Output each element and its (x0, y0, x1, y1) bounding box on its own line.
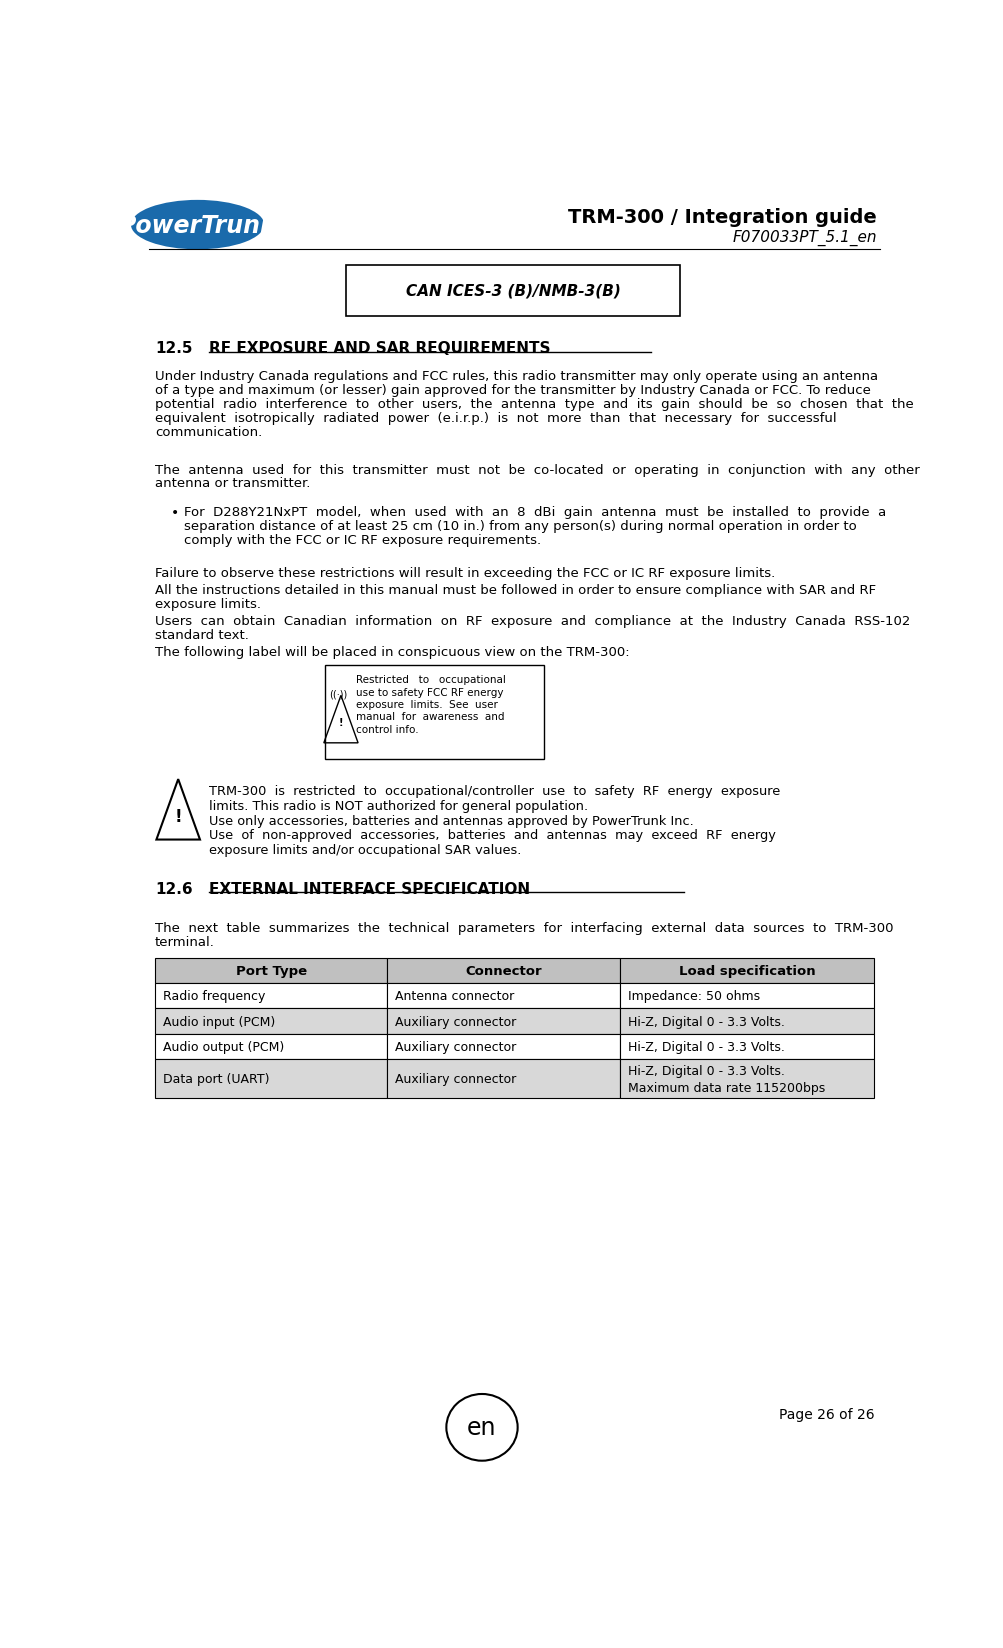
Text: For  D288Y21NxPT  model,  when  used  with  an  8  dBi  gain  antenna  must  be : For D288Y21NxPT model, when used with an… (184, 506, 885, 519)
Text: Use  of  non-approved  accessories,  batteries  and  antennas  may  exceed  RF  : Use of non-approved accessories, batteri… (209, 829, 775, 842)
Text: Antenna connector: Antenna connector (395, 990, 514, 1002)
FancyBboxPatch shape (387, 1009, 619, 1035)
FancyBboxPatch shape (346, 265, 679, 316)
FancyBboxPatch shape (619, 957, 874, 984)
Text: equivalent  isotropically  radiated  power  (e.i.r.p.)  is  not  more  than  tha: equivalent isotropically radiated power … (154, 412, 835, 425)
Text: exposure limits and/or occupational SAR values.: exposure limits and/or occupational SAR … (209, 844, 521, 857)
Text: communication.: communication. (154, 425, 262, 438)
FancyBboxPatch shape (387, 957, 619, 984)
Text: Hi-Z, Digital 0 - 3.3 Volts.
Maximum data rate 115200bps: Hi-Z, Digital 0 - 3.3 Volts. Maximum dat… (627, 1065, 824, 1094)
Text: Restricted   to   occupational: Restricted to occupational (356, 676, 506, 686)
Text: All the instructions detailed in this manual must be followed in order to ensure: All the instructions detailed in this ma… (154, 583, 876, 597)
FancyBboxPatch shape (387, 984, 619, 1009)
Text: Impedance: 50 ohms: Impedance: 50 ohms (627, 990, 759, 1002)
FancyBboxPatch shape (619, 1060, 874, 1098)
Text: standard text.: standard text. (154, 628, 249, 641)
Text: use to safety FCC RF energy: use to safety FCC RF energy (356, 687, 504, 697)
Text: en: en (466, 1416, 496, 1439)
Text: exposure  limits.  See  user: exposure limits. See user (356, 699, 497, 710)
Text: !: ! (338, 717, 343, 727)
Ellipse shape (130, 201, 264, 250)
FancyBboxPatch shape (619, 1009, 874, 1035)
Text: control info.: control info. (356, 723, 418, 733)
FancyBboxPatch shape (619, 984, 874, 1009)
Text: Use only accessories, batteries and antennas approved by PowerTrunk Inc.: Use only accessories, batteries and ante… (209, 814, 693, 827)
Text: •: • (171, 506, 179, 519)
FancyBboxPatch shape (154, 1060, 387, 1098)
Text: The following label will be placed in conspicuous view on the TRM-300:: The following label will be placed in co… (154, 646, 629, 659)
FancyBboxPatch shape (619, 1035, 874, 1060)
Text: antenna or transmitter.: antenna or transmitter. (154, 478, 310, 489)
Text: Users  can  obtain  Canadian  information  on  RF  exposure  and  compliance  at: Users can obtain Canadian information on… (154, 615, 910, 628)
Text: 12.5: 12.5 (154, 341, 193, 356)
Text: Connector: Connector (465, 964, 542, 977)
FancyBboxPatch shape (325, 666, 544, 760)
Text: Failure to observe these restrictions will result in exceeding the FCC or IC RF : Failure to observe these restrictions wi… (154, 567, 774, 580)
FancyBboxPatch shape (154, 957, 387, 984)
Text: exposure limits.: exposure limits. (154, 598, 261, 611)
FancyBboxPatch shape (154, 1035, 387, 1060)
Text: Under Industry Canada regulations and FCC rules, this radio transmitter may only: Under Industry Canada regulations and FC… (154, 371, 878, 382)
Text: Hi-Z, Digital 0 - 3.3 Volts.: Hi-Z, Digital 0 - 3.3 Volts. (627, 1040, 783, 1053)
Text: RF EXPOSURE AND SAR REQUIREMENTS: RF EXPOSURE AND SAR REQUIREMENTS (209, 341, 551, 356)
Text: PowerTrunk: PowerTrunk (118, 214, 276, 237)
Text: terminal.: terminal. (154, 934, 215, 948)
Text: 12.6: 12.6 (154, 882, 193, 897)
Text: Auxiliary connector: Auxiliary connector (395, 1015, 516, 1028)
FancyBboxPatch shape (387, 1060, 619, 1098)
Text: limits. This radio is NOT authorized for general population.: limits. This radio is NOT authorized for… (209, 799, 588, 812)
Text: Port Type: Port Type (236, 964, 307, 977)
Text: EXTERNAL INTERFACE SPECIFICATION: EXTERNAL INTERFACE SPECIFICATION (209, 882, 530, 897)
Text: TRM-300  is  restricted  to  occupational/controller  use  to  safety  RF  energ: TRM-300 is restricted to occupational/co… (209, 784, 779, 798)
Text: ((·)): ((·)) (328, 689, 347, 699)
FancyBboxPatch shape (154, 1009, 387, 1035)
Text: Audio input (PCM): Audio input (PCM) (162, 1015, 275, 1028)
Text: Auxiliary connector: Auxiliary connector (395, 1040, 516, 1053)
Text: TRM-300 / Integration guide: TRM-300 / Integration guide (568, 208, 877, 227)
Text: The  antenna  used  for  this  transmitter  must  not  be  co-located  or  opera: The antenna used for this transmitter mu… (154, 463, 919, 476)
Text: Data port (UART): Data port (UART) (162, 1073, 269, 1086)
Text: Hi-Z, Digital 0 - 3.3 Volts.: Hi-Z, Digital 0 - 3.3 Volts. (627, 1015, 783, 1028)
Text: Load specification: Load specification (678, 964, 814, 977)
Text: Auxiliary connector: Auxiliary connector (395, 1073, 516, 1086)
Text: Radio frequency: Radio frequency (162, 990, 265, 1002)
FancyBboxPatch shape (154, 984, 387, 1009)
Text: separation distance of at least 25 cm (10 in.) from any person(s) during normal : separation distance of at least 25 cm (1… (184, 519, 856, 532)
Text: F070033PT_5.1_en: F070033PT_5.1_en (732, 229, 877, 246)
Text: manual  for  awareness  and: manual for awareness and (356, 712, 505, 722)
Text: of a type and maximum (or lesser) gain approved for the transmitter by Industry : of a type and maximum (or lesser) gain a… (154, 384, 870, 397)
Text: Audio output (PCM): Audio output (PCM) (162, 1040, 284, 1053)
Text: The  next  table  summarizes  the  technical  parameters  for  interfacing  exte: The next table summarizes the technical … (154, 921, 893, 934)
Text: potential  radio  interference  to  other  users,  the  antenna  type  and  its : potential radio interference to other us… (154, 397, 913, 410)
Text: !: ! (175, 808, 182, 826)
Text: comply with the FCC or IC RF exposure requirements.: comply with the FCC or IC RF exposure re… (184, 534, 541, 545)
Text: CAN ICES-3 (B)/NMB-3(B): CAN ICES-3 (B)/NMB-3(B) (405, 283, 620, 298)
Text: Page 26 of 26: Page 26 of 26 (777, 1407, 874, 1422)
FancyBboxPatch shape (387, 1035, 619, 1060)
